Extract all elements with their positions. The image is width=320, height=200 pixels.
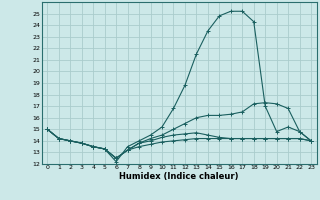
X-axis label: Humidex (Indice chaleur): Humidex (Indice chaleur)	[119, 172, 239, 181]
